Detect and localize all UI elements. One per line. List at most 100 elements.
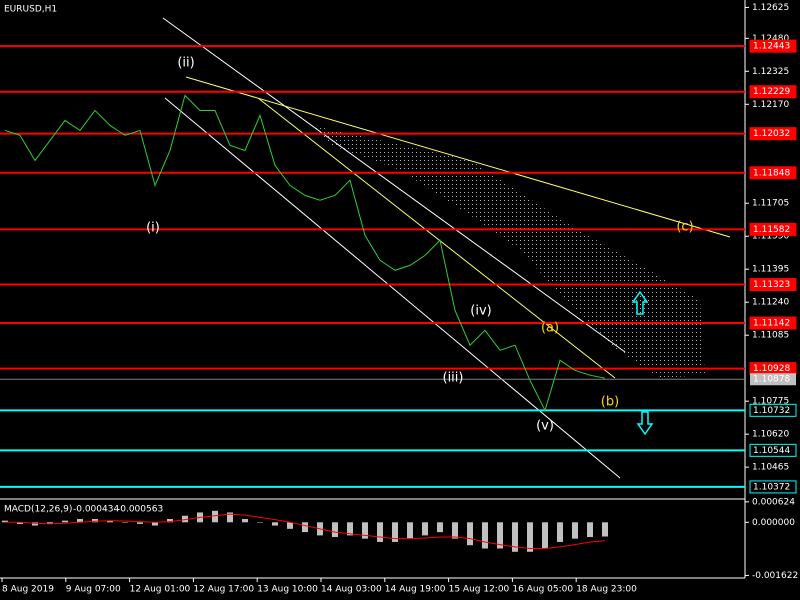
y-tick-label: 1.11395	[752, 265, 789, 275]
macd-bar	[377, 522, 383, 542]
level-label: 1.10544	[753, 446, 790, 456]
macd-main-value: -0.000434	[73, 505, 119, 515]
ichimoku-cloud	[310, 125, 705, 378]
macd-bar	[407, 522, 413, 539]
level-label: 1.11323	[753, 280, 790, 290]
y-tick-label: 0.000000	[752, 518, 795, 528]
macd-bar	[452, 522, 458, 539]
wave-label: (iii)	[443, 371, 464, 386]
x-tick-label: 12 Aug 01:00	[130, 585, 191, 595]
y-tick-label: 1.12625	[752, 3, 789, 13]
trend-line	[257, 97, 616, 379]
macd-bar	[272, 522, 278, 526]
x-tick-label: 12 Aug 17:00	[193, 585, 254, 595]
macd-bar	[527, 522, 533, 552]
x-tick-label: 13 Aug 10:00	[257, 585, 318, 595]
y-tick-label: 1.12325	[752, 67, 789, 77]
level-badge	[749, 127, 797, 141]
macd-bar	[482, 522, 488, 549]
level-label: 1.12032	[753, 129, 790, 139]
macd-bar	[62, 520, 68, 523]
signal-line	[5, 513, 606, 550]
macd-bar	[32, 522, 38, 526]
y-tick-label: 1.12170	[752, 100, 789, 110]
level-label: 1.11848	[753, 168, 790, 178]
level-label: 1.12443	[753, 42, 790, 52]
x-tick-label: 16 Aug 05:00	[512, 585, 573, 595]
level-label: 1.11582	[753, 225, 790, 235]
trend-line	[164, 97, 621, 479]
x-tick-label: 8 Aug 2019	[2, 585, 54, 595]
level-badge	[749, 316, 797, 330]
macd-bar	[152, 522, 158, 526]
macd-bar	[572, 522, 578, 539]
level-label: 1.10372	[753, 482, 790, 492]
y-tick-label: 1.10620	[752, 430, 789, 440]
x-tick-label: 18 Aug 23:00	[576, 585, 637, 595]
x-tick-label: 9 Aug 07:00	[66, 585, 121, 595]
macd-bar	[302, 522, 308, 533]
macd-bar	[512, 522, 518, 552]
wave-label: (i)	[146, 221, 160, 236]
macd-bar	[437, 522, 443, 533]
last-price-label: 1.10878	[753, 375, 790, 385]
level-badge	[749, 278, 797, 292]
chart-title: EURUSD,H1	[4, 5, 57, 15]
wave-label: (c)	[676, 220, 693, 235]
wave-label: (iv)	[470, 304, 491, 319]
macd-bar	[602, 522, 608, 537]
trend-line	[162, 17, 626, 353]
up-arrow	[631, 290, 649, 315]
macd-bar	[182, 515, 188, 523]
macd-bar	[557, 522, 563, 542]
macd-bar	[347, 522, 353, 536]
macd-bar	[122, 522, 128, 523]
level-badge	[749, 39, 797, 53]
macd-bar	[362, 522, 368, 539]
price-line	[4, 94, 606, 412]
y-tick-label: 1.11550	[752, 232, 789, 242]
y-tick-label: 1.11705	[752, 199, 789, 209]
level-label: 1.10928	[753, 364, 790, 374]
macd-bar	[107, 520, 113, 523]
macd-bar	[2, 520, 8, 523]
level-badge	[749, 222, 797, 236]
x-tick-label: 14 Aug 03:00	[321, 585, 382, 595]
macd-bar	[467, 522, 473, 546]
macd-bar	[332, 522, 338, 538]
macd-bar	[587, 522, 593, 538]
macd-bar	[167, 519, 173, 523]
macd-bar	[17, 522, 23, 524]
wave-label: (b)	[601, 395, 619, 410]
y-tick-label: 1.11240	[752, 298, 789, 308]
x-tick-label: 14 Aug 19:00	[385, 585, 446, 595]
y-tick-label: 1.11085	[752, 331, 789, 341]
level-badge	[749, 85, 797, 99]
macd-bar	[497, 522, 503, 549]
level-badge	[749, 443, 797, 457]
level-label: 1.11142	[753, 319, 790, 329]
macd-bar	[212, 510, 218, 523]
macd-bar	[137, 522, 143, 524]
macd-bar	[542, 522, 548, 549]
x-tick-label: 15 Aug 12:00	[449, 585, 510, 595]
trend-line	[185, 76, 731, 238]
macd-bar	[47, 522, 53, 524]
last-price-badge	[750, 373, 796, 386]
level-label: 1.12229	[753, 87, 790, 97]
macd-bar	[392, 522, 398, 542]
down-arrow	[636, 411, 654, 436]
macd-title: MACD(12,26,9)	[4, 505, 72, 515]
level-badge	[749, 403, 797, 417]
macd-bar	[287, 522, 293, 529]
macd-bar	[92, 519, 98, 523]
y-tick-label: 1.10775	[752, 397, 789, 407]
macd-bar	[242, 519, 248, 523]
level-badge	[749, 480, 797, 494]
macd-bar	[422, 522, 428, 536]
y-tick-label: -0.001622	[752, 571, 798, 581]
wave-label: (a)	[541, 321, 559, 336]
level-badge	[749, 166, 797, 180]
macd-bar	[257, 522, 263, 523]
